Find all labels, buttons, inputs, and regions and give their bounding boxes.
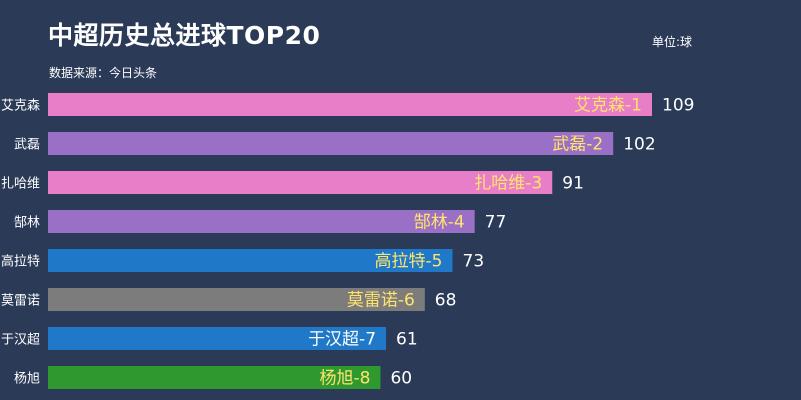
bar-label: 于汉超-7 xyxy=(308,330,376,350)
bar xyxy=(48,171,553,194)
bar xyxy=(48,249,453,272)
unit-label: 单位:球 xyxy=(652,35,693,49)
value-label: 109 xyxy=(662,96,694,116)
bar xyxy=(48,327,387,350)
bar xyxy=(48,288,425,311)
category-label: 艾克森 xyxy=(1,99,40,114)
category-label: 郜林 xyxy=(14,216,40,231)
value-label: 60 xyxy=(390,369,412,389)
bar-label: 扎哈维-3 xyxy=(474,174,542,194)
value-label: 61 xyxy=(396,330,418,350)
value-label: 77 xyxy=(485,213,507,233)
chart-title: 中超历史总进球TOP20 xyxy=(48,21,321,50)
category-label: 杨旭 xyxy=(14,372,40,387)
bar-label: 郜林-4 xyxy=(414,213,465,233)
category-label: 于汉超 xyxy=(1,333,40,348)
bar-label: 艾克森-1 xyxy=(574,96,642,116)
bar xyxy=(48,93,652,116)
value-label: 73 xyxy=(463,252,485,272)
value-label: 102 xyxy=(623,135,655,155)
bar xyxy=(48,132,614,155)
bar xyxy=(48,366,381,389)
bar xyxy=(48,210,475,233)
value-label: 68 xyxy=(435,291,457,311)
category-label: 莫雷诺 xyxy=(1,294,40,309)
bar-label: 高拉特-5 xyxy=(375,252,443,272)
data-source: 数据来源：今日头条 xyxy=(49,66,158,80)
category-label: 高拉特 xyxy=(1,254,40,270)
bar-label: 莫雷诺-6 xyxy=(347,291,415,311)
bar-label: 杨旭-8 xyxy=(320,369,371,389)
bar-label: 武磊-2 xyxy=(552,135,603,155)
category-label: 武磊 xyxy=(14,138,40,153)
value-label: 91 xyxy=(562,174,584,194)
category-label: 扎哈维 xyxy=(1,177,40,192)
